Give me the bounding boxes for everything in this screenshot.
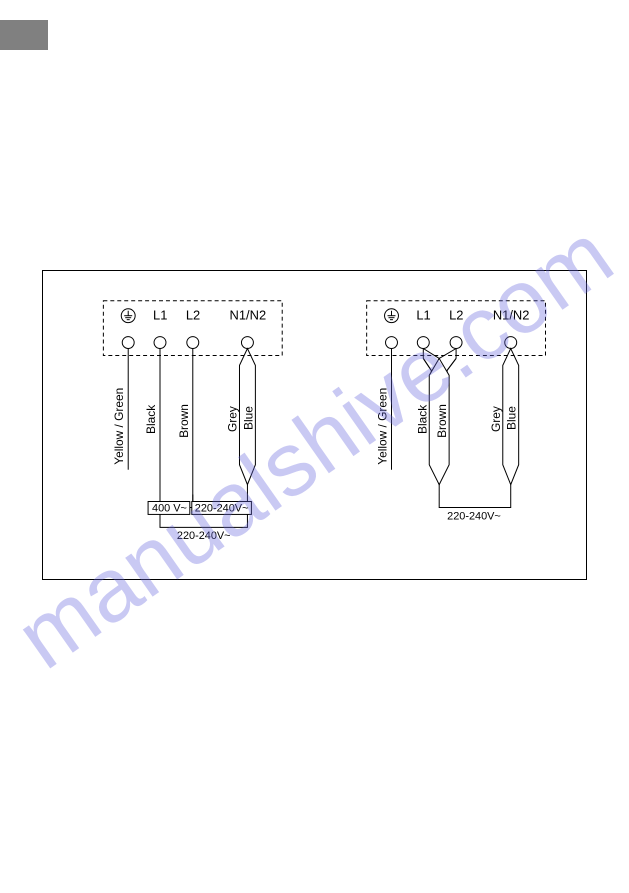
right-pair-a-label-1: Brown [435,404,449,438]
left-wire-label-1: Black [144,405,158,434]
right-220-text: 220-240V~ [447,510,501,522]
right-circle-1 [417,337,429,349]
left-term-l1: L1 [153,308,167,323]
left-term-l2: L2 [186,308,200,323]
left-circle-1 [154,337,166,349]
left-wire-label-2: Brown [177,404,191,438]
left-220b-text: 220-240V~ [177,530,231,542]
right-pair-b-label-0: Grey [489,406,503,432]
right-term-l1: L1 [416,308,430,323]
left-circle-0 [122,337,134,349]
ground-icon [121,309,135,323]
wiring-diagram-frame: L1 L2 N1/N2 Yellow / Green Black Brown G… [42,270,587,580]
left-term-n: N1/N2 [230,308,267,323]
right-wire-label-0: Yellow / Green [376,388,390,465]
right-circle-0 [386,337,398,349]
wiring-diagram-svg: L1 L2 N1/N2 Yellow / Green Black Brown G… [43,271,586,579]
ground-icon [385,309,399,323]
left-400v-text: 400 V~ [152,502,187,514]
left-wire-label-0: Yellow / Green [112,388,126,465]
left-220a-text: 220-240V~ [195,502,249,514]
left-circle-2 [187,337,199,349]
right-pair-b-label-1: Blue [505,406,519,430]
right-bracket-220 [439,495,511,508]
right-pair-a-label-0: Black [415,405,429,434]
right-circle-3 [505,337,517,349]
left-pair-label-0: Grey [226,406,240,432]
header-grey-tab [0,20,48,50]
left-bracket-220b [160,514,247,527]
right-term-l2: L2 [449,308,463,323]
right-term-n: N1/N2 [493,308,530,323]
left-pair-label-1: Blue [241,406,255,430]
right-circle-2 [450,337,462,349]
left-circle-3 [241,337,253,349]
